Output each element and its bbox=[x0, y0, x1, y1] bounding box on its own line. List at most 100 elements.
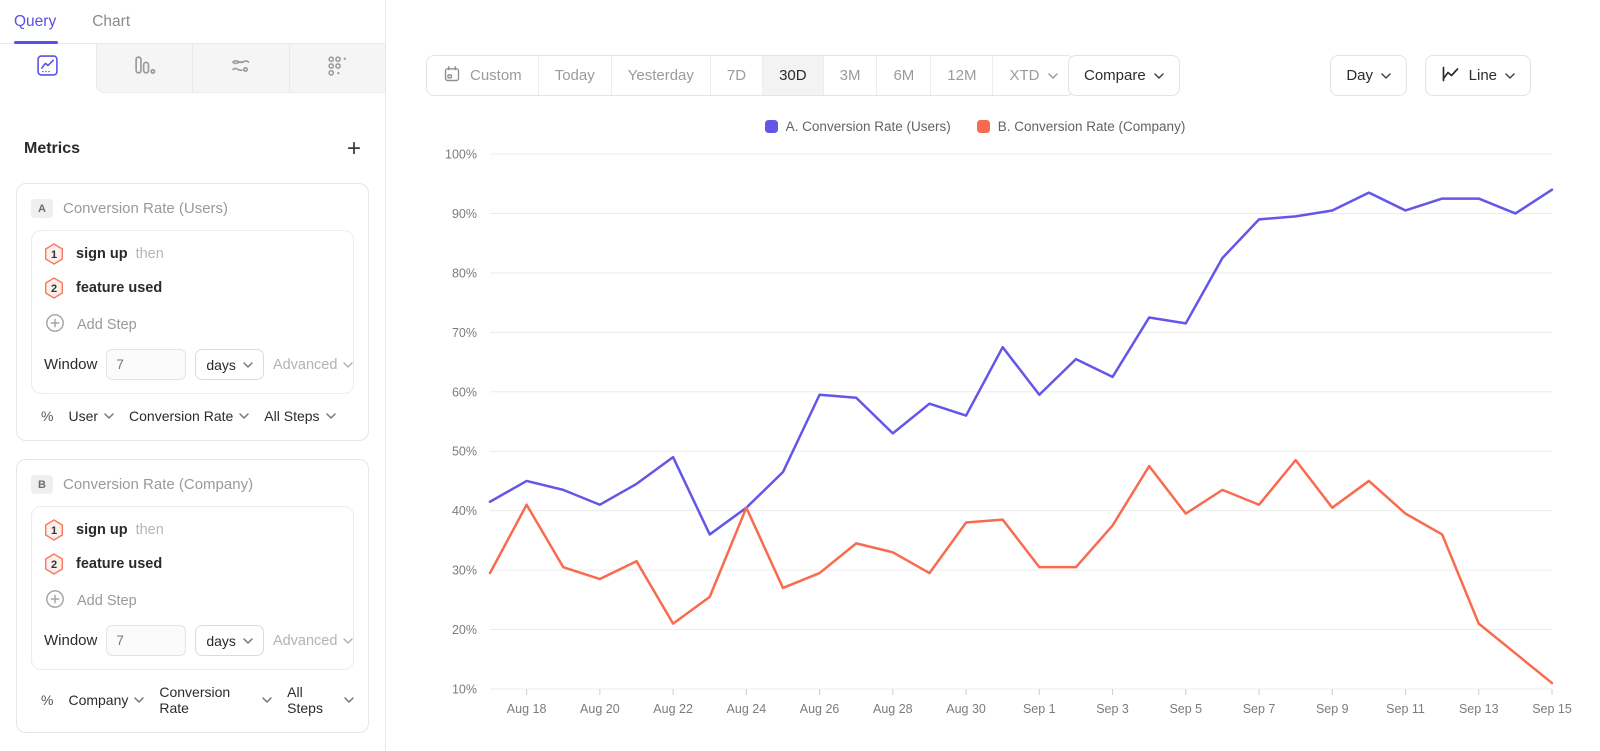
query-sidebar: Query Chart bbox=[0, 0, 386, 751]
svg-text:Sep 7: Sep 7 bbox=[1243, 702, 1276, 716]
window-row: Window days Advanced bbox=[44, 349, 354, 380]
series-b-swatch bbox=[976, 120, 990, 133]
range-6m[interactable]: 6M bbox=[876, 56, 930, 95]
measure-scope-select[interactable]: All Steps bbox=[287, 684, 354, 716]
svg-text:70%: 70% bbox=[452, 326, 477, 340]
step-event-label[interactable]: sign up bbox=[76, 246, 128, 262]
measure-entity-label: Company bbox=[68, 692, 129, 708]
range-12m[interactable]: 12M bbox=[930, 56, 992, 95]
svg-text:1: 1 bbox=[51, 249, 57, 261]
metrics-header: Metrics + bbox=[24, 135, 361, 162]
range-xtd[interactable]: XTD bbox=[992, 56, 1074, 95]
measure-row: % Company Conversion Rate All Steps bbox=[41, 684, 354, 716]
tab-query[interactable]: Query bbox=[14, 0, 59, 44]
add-metric-button[interactable]: + bbox=[346, 135, 361, 162]
measure-row: % User Conversion Rate All Steps bbox=[41, 408, 354, 424]
measure-scope-label: All Steps bbox=[287, 684, 323, 716]
svg-text:Sep 9: Sep 9 bbox=[1316, 702, 1349, 716]
window-row: Window days Advanced bbox=[44, 625, 354, 656]
step-event-label[interactable]: sign up bbox=[76, 522, 128, 538]
step-number-icon: 1 bbox=[44, 243, 64, 265]
svg-text:2: 2 bbox=[51, 559, 57, 571]
window-value-input[interactable] bbox=[106, 349, 187, 380]
chevron-down-icon bbox=[1048, 72, 1059, 79]
add-step-button[interactable]: Add Step bbox=[45, 313, 341, 337]
chart-type-label: Line bbox=[1468, 67, 1497, 84]
chart-panel: Custom Today Yesterday 7D 30D 3M 6M 12M … bbox=[386, 0, 1600, 751]
funnel-step-2[interactable]: 2 feature used bbox=[44, 553, 341, 575]
compare-button[interactable]: Compare bbox=[1068, 55, 1180, 96]
chart-type-button[interactable]: Line bbox=[1424, 55, 1531, 96]
metric-title[interactable]: Conversion Rate (Company) bbox=[63, 476, 254, 493]
add-step-label: Add Step bbox=[77, 317, 137, 333]
tab-chart[interactable]: Chart bbox=[92, 12, 131, 30]
legend-label: A. Conversion Rate (Users) bbox=[785, 119, 951, 134]
view-tab-line-chart[interactable] bbox=[0, 44, 96, 93]
measure-scope-select[interactable]: All Steps bbox=[264, 408, 336, 424]
svg-text:80%: 80% bbox=[452, 266, 477, 280]
svg-text:10%: 10% bbox=[452, 683, 477, 697]
window-unit-label: days bbox=[206, 632, 236, 649]
svg-text:Aug 22: Aug 22 bbox=[653, 702, 693, 716]
view-tab-retention[interactable] bbox=[288, 44, 385, 93]
legend-item-series-b[interactable]: B. Conversion Rate (Company) bbox=[976, 119, 1185, 134]
window-label: Window bbox=[44, 632, 98, 649]
window-unit-label: days bbox=[206, 356, 236, 373]
svg-text:100%: 100% bbox=[445, 148, 477, 162]
measure-type-select[interactable]: Conversion Rate bbox=[159, 684, 272, 716]
chevron-down-icon bbox=[1505, 72, 1515, 79]
range-label: Custom bbox=[470, 67, 522, 84]
granularity-button[interactable]: Day bbox=[1330, 55, 1407, 96]
line-chart-type-icon bbox=[1441, 66, 1461, 86]
svg-text:Sep 13: Sep 13 bbox=[1459, 702, 1499, 716]
window-unit-select[interactable]: days bbox=[195, 625, 264, 656]
advanced-label: Advanced bbox=[272, 632, 338, 649]
chevron-down-icon bbox=[1153, 72, 1164, 79]
svg-text:Aug 20: Aug 20 bbox=[580, 702, 620, 716]
measure-type-select[interactable]: Conversion Rate bbox=[129, 408, 250, 424]
range-label: XTD bbox=[1009, 67, 1040, 84]
chevron-down-icon bbox=[343, 361, 354, 368]
step-event-label[interactable]: feature used bbox=[76, 280, 163, 296]
funnel-step-1[interactable]: 1 sign up then bbox=[44, 519, 341, 541]
window-unit-select[interactable]: days bbox=[195, 349, 264, 380]
chevron-down-icon bbox=[262, 697, 272, 703]
step-event-label[interactable]: feature used bbox=[76, 556, 163, 572]
advanced-toggle[interactable]: Advanced bbox=[273, 357, 354, 373]
advanced-label: Advanced bbox=[272, 356, 338, 373]
window-value-input[interactable] bbox=[106, 625, 187, 656]
funnel-step-1[interactable]: 1 sign up then bbox=[44, 243, 341, 265]
plus-circle-icon bbox=[45, 313, 65, 337]
add-step-button[interactable]: Add Step bbox=[45, 589, 341, 613]
svg-text:20%: 20% bbox=[452, 623, 477, 637]
sidebar-tab-bar: Query Chart bbox=[0, 0, 385, 44]
metric-badge-b: B bbox=[31, 475, 53, 494]
measure-scope-label: All Steps bbox=[264, 408, 320, 424]
range-3m[interactable]: 3M bbox=[822, 56, 877, 95]
range-yesterday[interactable]: Yesterday bbox=[610, 56, 710, 95]
window-label: Window bbox=[44, 356, 98, 373]
svg-text:Aug 18: Aug 18 bbox=[507, 702, 547, 716]
svg-text:30%: 30% bbox=[452, 564, 477, 578]
plus-circle-icon bbox=[45, 589, 65, 613]
range-custom[interactable]: Custom bbox=[427, 56, 538, 95]
conversion-rate-line-chart: 10% 20% 30% 40% 50% 60% 70% 80% 90% 100% Aug 18 Aug… bbox=[445, 148, 1572, 717]
range-today[interactable]: Today bbox=[537, 56, 611, 95]
svg-text:50%: 50% bbox=[452, 445, 477, 459]
measure-entity-select[interactable]: User bbox=[68, 408, 114, 424]
view-tab-bar-chart[interactable] bbox=[95, 44, 192, 93]
series-a-swatch bbox=[764, 120, 778, 133]
step-suffix: then bbox=[135, 246, 164, 262]
metric-title[interactable]: Conversion Rate (Users) bbox=[63, 200, 229, 217]
range-30d[interactable]: 30D bbox=[762, 56, 823, 95]
compare-label: Compare bbox=[1084, 67, 1146, 84]
legend-item-series-a[interactable]: A. Conversion Rate (Users) bbox=[764, 119, 951, 134]
chevron-down-icon bbox=[104, 413, 114, 419]
step-suffix: then bbox=[135, 522, 164, 538]
range-7d[interactable]: 7D bbox=[709, 56, 762, 95]
funnel-step-2[interactable]: 2 feature used bbox=[44, 277, 341, 299]
measure-entity-select[interactable]: Company bbox=[68, 692, 145, 708]
chevron-down-icon bbox=[243, 637, 253, 644]
advanced-toggle[interactable]: Advanced bbox=[273, 633, 354, 649]
view-tab-flow[interactable] bbox=[192, 44, 289, 93]
